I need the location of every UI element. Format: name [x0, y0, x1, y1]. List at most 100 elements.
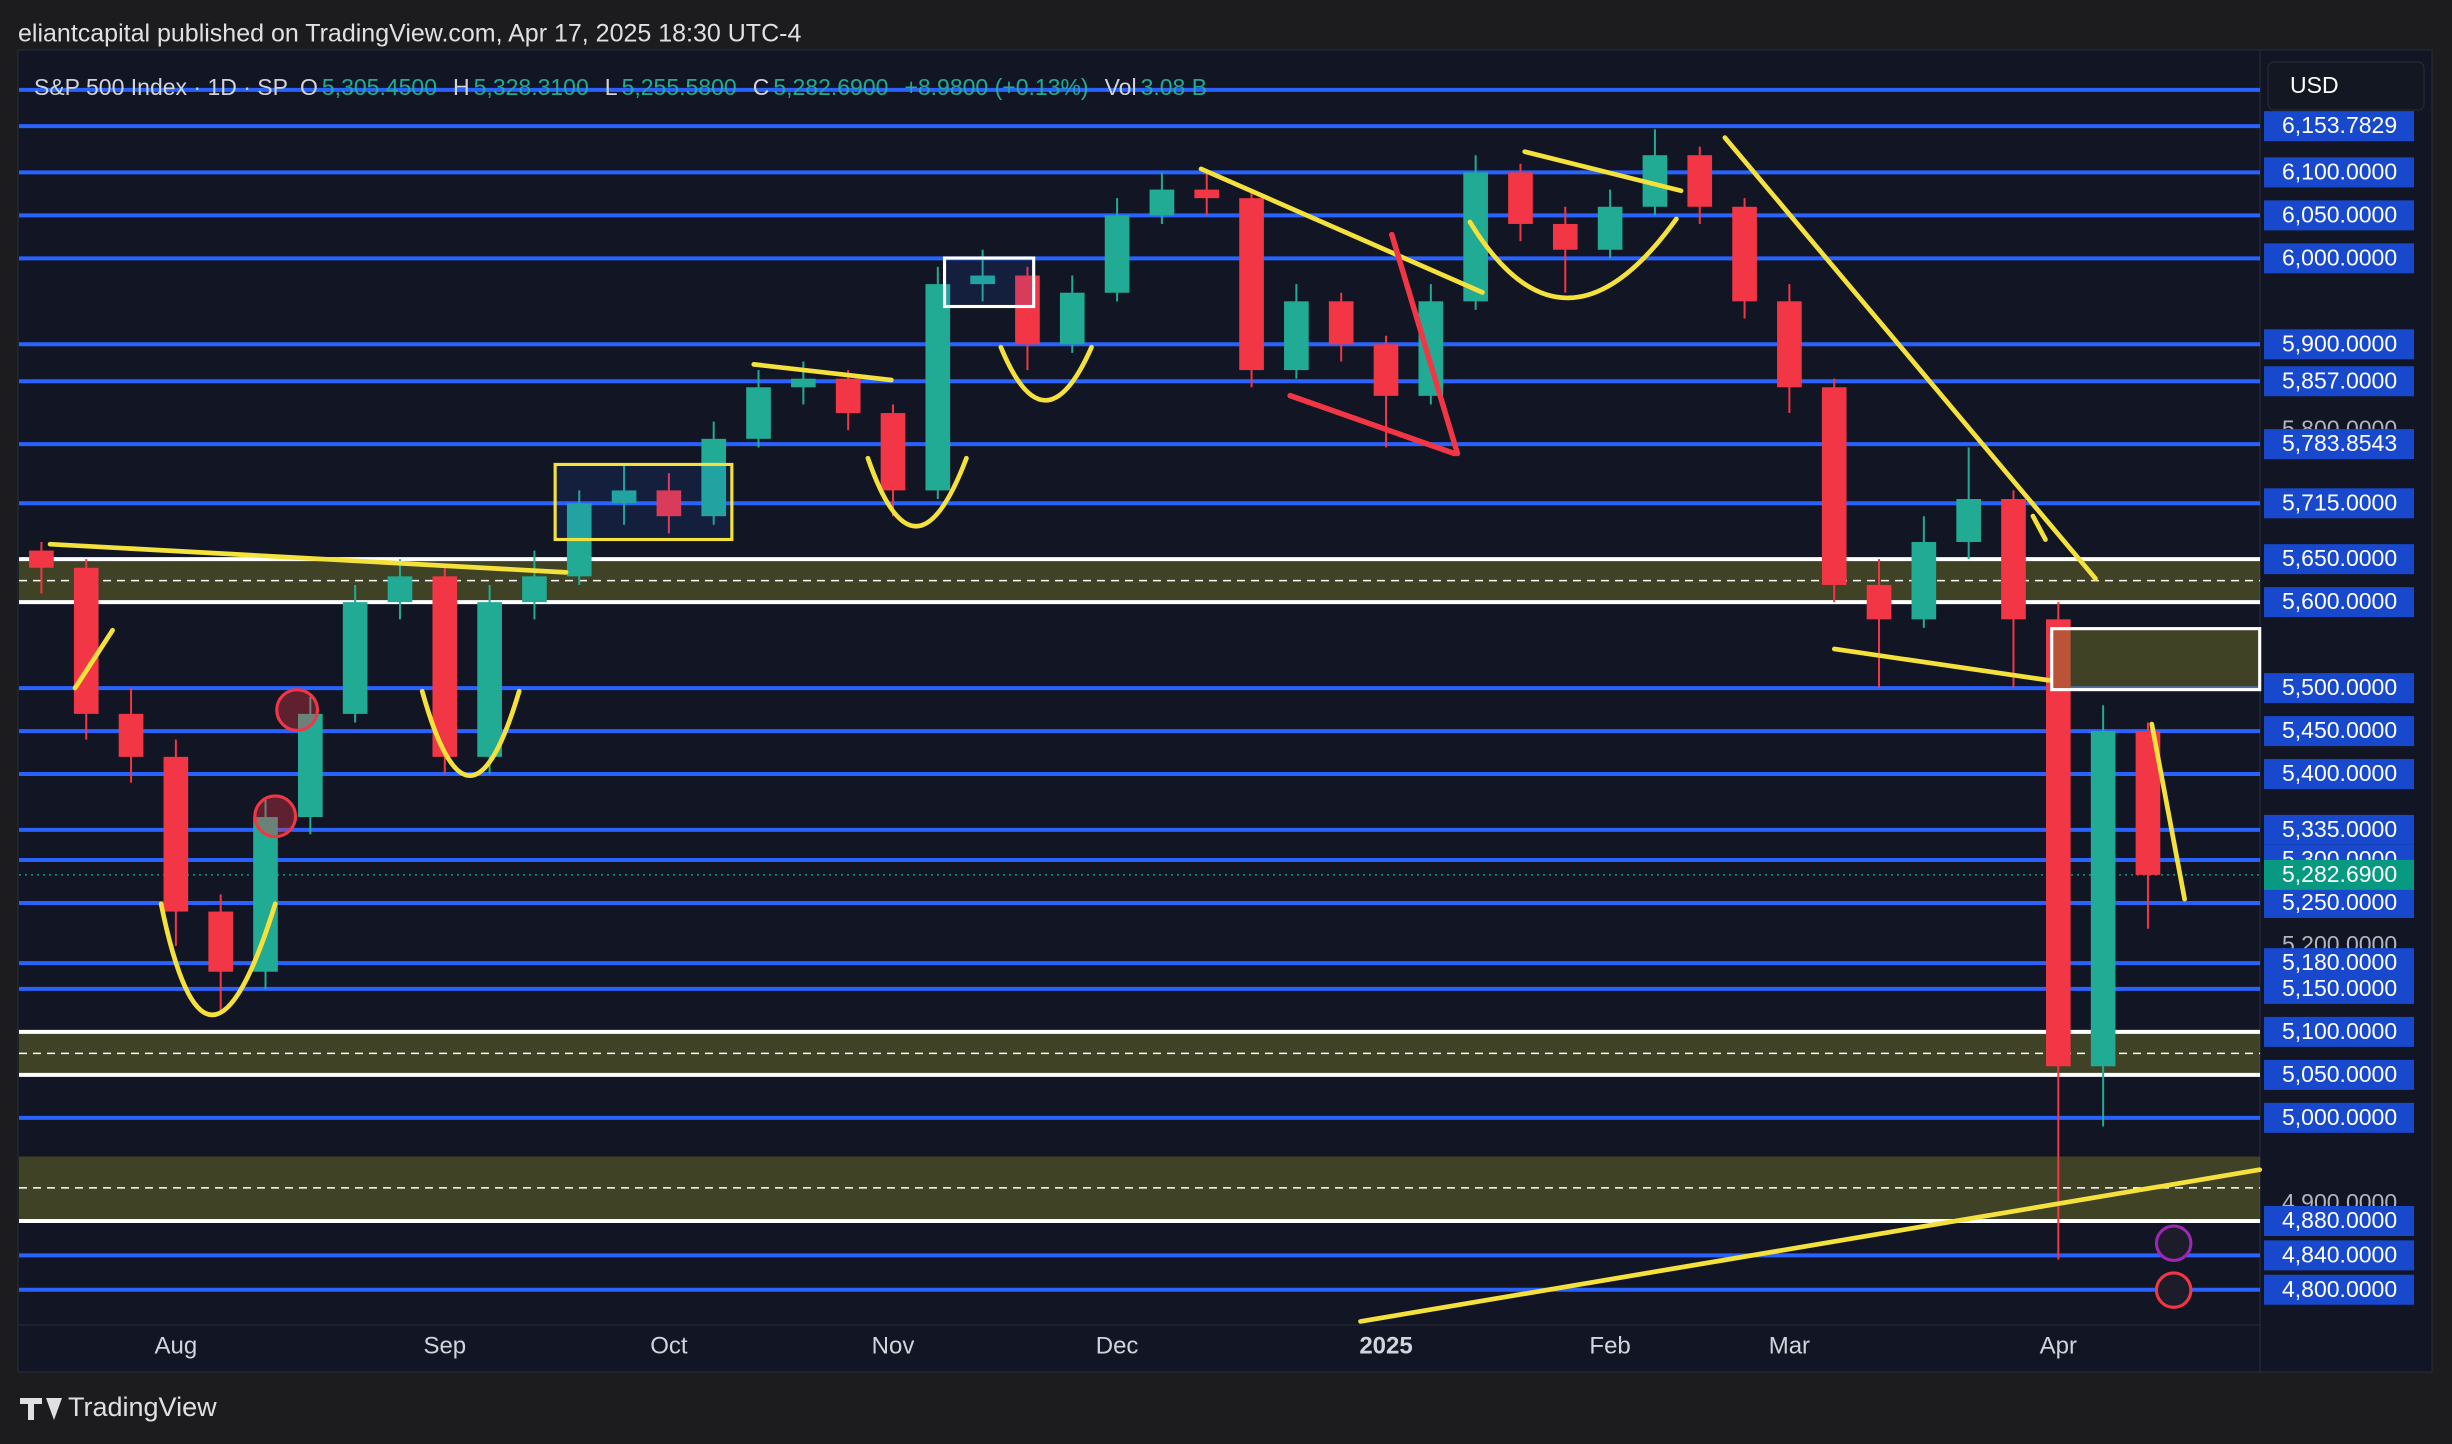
level-label-box	[2264, 1240, 2414, 1271]
gap-box	[2050, 627, 2262, 692]
trendline	[1722, 135, 2098, 581]
ohlc-value: 5,282.6900	[773, 74, 888, 100]
level-label-box	[2264, 157, 2414, 188]
level-label: 5,335.0000	[2282, 816, 2397, 842]
level-label-box	[2264, 200, 2414, 231]
ohlc-key: L	[605, 74, 618, 100]
level-label: 6,050.0000	[2282, 201, 2397, 227]
level-label-box	[2264, 429, 2414, 460]
level-label-box	[2264, 366, 2414, 397]
trendline	[2149, 721, 2187, 902]
volume-key: Vol	[1105, 74, 1137, 100]
level-label: 5,450.0000	[2282, 717, 2397, 743]
ohlc-value: 5,328.3100	[474, 74, 589, 100]
level-label-box	[2264, 488, 2414, 519]
candle-body	[835, 378, 861, 414]
candle-body	[1732, 206, 1757, 302]
candle-body	[1687, 155, 1713, 207]
cup	[158, 901, 278, 1017]
candle-body	[1194, 189, 1220, 199]
trendline	[72, 627, 115, 691]
cup	[998, 344, 1094, 403]
trendline	[1198, 166, 1485, 295]
candle-body	[387, 576, 413, 603]
level-label: 6,100.0000	[2282, 158, 2397, 184]
chart-panel	[17, 49, 2433, 1373]
candle-body	[1777, 301, 1802, 388]
level-label-box	[2264, 759, 2414, 790]
candle-body	[1284, 301, 1309, 371]
brand-text: TradingView	[68, 1392, 217, 1422]
level-label: 5,500.0000	[2282, 674, 2397, 700]
trendline	[751, 362, 894, 383]
change: +8.9800 (+0.13%)	[904, 74, 1088, 100]
candle-body	[656, 490, 682, 517]
event-icon[interactable]	[2154, 1224, 2193, 1262]
volume: 3.08 B	[1141, 74, 1208, 100]
x-tick-label: Apr	[2040, 1332, 2077, 1359]
candle-body	[29, 550, 54, 568]
candle-body	[1552, 223, 1578, 250]
candle-body	[2090, 731, 2116, 1067]
level-label: 5,180.0000	[2282, 949, 2397, 975]
level-label-box	[2264, 716, 2414, 747]
x-tick-label: Feb	[1589, 1332, 1630, 1359]
candle-body	[432, 576, 458, 757]
candle-body	[1821, 387, 1847, 585]
level-label-box	[2264, 111, 2414, 142]
flag-icon[interactable]	[2154, 1271, 2193, 1309]
marker-circle	[275, 688, 320, 732]
level-label: 5,150.0000	[2282, 975, 2397, 1001]
ohlc-key: O	[300, 74, 318, 100]
level-label: 5,900.0000	[2282, 330, 2397, 356]
x-tick-label: Sep	[423, 1332, 466, 1359]
level-label-box	[2264, 673, 2414, 704]
level-label: 4,880.0000	[2282, 1207, 2397, 1233]
level-label: 5,715.0000	[2282, 489, 2397, 515]
level-label: 6,000.0000	[2282, 244, 2397, 270]
range-box	[942, 256, 1036, 309]
legend-header: S&P 500 Index · 1D · SP O 5,305.4500 H 5,328…	[34, 74, 1207, 100]
level-label: 6,153.7829	[2282, 112, 2397, 138]
candle-body	[342, 602, 368, 714]
level-label: 5,100.0000	[2282, 1018, 2397, 1044]
level-label-box	[2264, 1102, 2414, 1133]
candle-body	[611, 490, 637, 504]
level-label-box	[2264, 329, 2414, 360]
candle-body	[1418, 301, 1444, 396]
level-label: 5,857.0000	[2282, 367, 2397, 393]
candle-body	[880, 413, 906, 491]
marker-circle	[253, 794, 298, 839]
ohlc-key: C	[753, 74, 770, 100]
candle-body	[1328, 301, 1354, 345]
candle-body	[791, 378, 816, 388]
cup	[419, 688, 522, 778]
range-box	[553, 462, 734, 542]
candles	[29, 129, 2161, 1260]
level-label-box	[2264, 973, 2414, 1004]
currency-button[interactable]	[2267, 61, 2425, 111]
level-label: 5,400.0000	[2282, 760, 2397, 786]
level-label: 5,050.0000	[2282, 1061, 2397, 1087]
symbol: S&P 500 Index · 1D · SP	[34, 74, 288, 100]
candle-body	[746, 387, 771, 439]
level-label: 5,000.0000	[2282, 1104, 2397, 1130]
level-label-box	[2264, 243, 2414, 274]
trendline	[1831, 646, 2051, 683]
last-price-box	[2264, 859, 2414, 890]
trendline	[1522, 149, 1684, 194]
ohlc-key: H	[453, 74, 470, 100]
x-tick-label: 2025	[1359, 1332, 1412, 1359]
cup	[1467, 216, 1679, 301]
trendline	[2030, 513, 2048, 542]
currency-label[interactable]: USD	[2290, 72, 2339, 98]
x-tick-label: Dec	[1096, 1332, 1139, 1359]
candle-body	[208, 911, 234, 972]
cup	[865, 455, 969, 529]
candle-body	[1956, 499, 1981, 542]
candle-body	[253, 817, 278, 972]
x-tick-label: Nov	[872, 1332, 915, 1359]
level-label-box	[2264, 1016, 2414, 1047]
candle-body	[1149, 189, 1175, 216]
